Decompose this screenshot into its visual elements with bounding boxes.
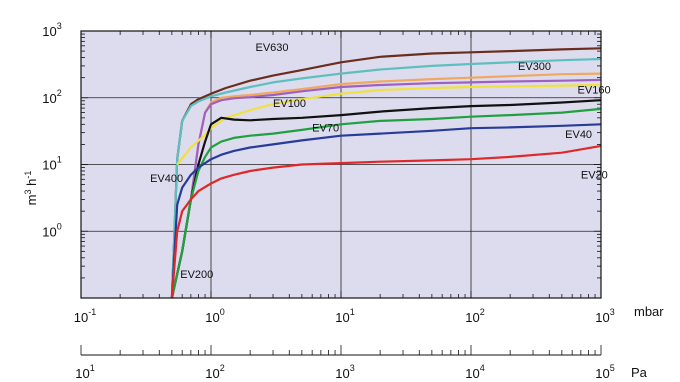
series-label: EV100 — [273, 98, 306, 110]
series-label: EV40 — [565, 129, 592, 141]
series-group — [170, 47, 602, 299]
series-label: EV400 — [150, 173, 183, 185]
series-line — [170, 144, 602, 299]
series-line — [170, 123, 602, 299]
series-label: EV630 — [256, 42, 289, 54]
pa-tick-label: 102 — [205, 363, 224, 381]
y-tick-label: 100 — [42, 221, 61, 239]
series-line — [170, 107, 602, 299]
x-tick-label: 100 — [205, 307, 224, 325]
series-line — [170, 78, 602, 299]
pa-tick-label: 105 — [595, 363, 614, 381]
x-tick-label: 102 — [465, 307, 484, 325]
x-tick-label: 10-1 — [74, 307, 96, 325]
series-line — [170, 57, 602, 299]
x-axis-pa: 101 102 103 104 105 — [75, 345, 615, 381]
pa-tick-label: 101 — [75, 363, 94, 381]
series-label: EV70 — [312, 123, 339, 135]
pa-tick-label: 103 — [335, 363, 354, 381]
series-label: EV200 — [180, 269, 213, 281]
minor-ticks — [80, 31, 601, 299]
series-labels: EV630 EV300 EV160 EV100 EV70 EV40 EV20 EV400 EV2… — [150, 42, 610, 281]
series-label: EV20 — [581, 169, 608, 181]
series-label: EV300 — [518, 61, 551, 73]
x-axis-unit-pa: Pa — [631, 365, 648, 380]
plot-frame — [80, 30, 602, 299]
y-axis: 100 101 102 103 — [42, 21, 61, 239]
x-axis-unit-mbar: mbar — [634, 304, 664, 319]
x-axis-mbar: 10-1 100 101 102 103 — [74, 307, 615, 325]
y-axis-label: m3 h-1 — [23, 171, 39, 206]
grid-lines — [81, 31, 601, 298]
y-tick-label: 102 — [42, 88, 61, 106]
pa-tick-label: 104 — [465, 363, 484, 381]
series-label: EV160 — [578, 85, 611, 97]
x-tick-label: 103 — [595, 307, 614, 325]
x-tick-label: 101 — [335, 307, 354, 325]
y-tick-label: 101 — [42, 155, 61, 173]
y-tick-label: 103 — [42, 21, 61, 39]
